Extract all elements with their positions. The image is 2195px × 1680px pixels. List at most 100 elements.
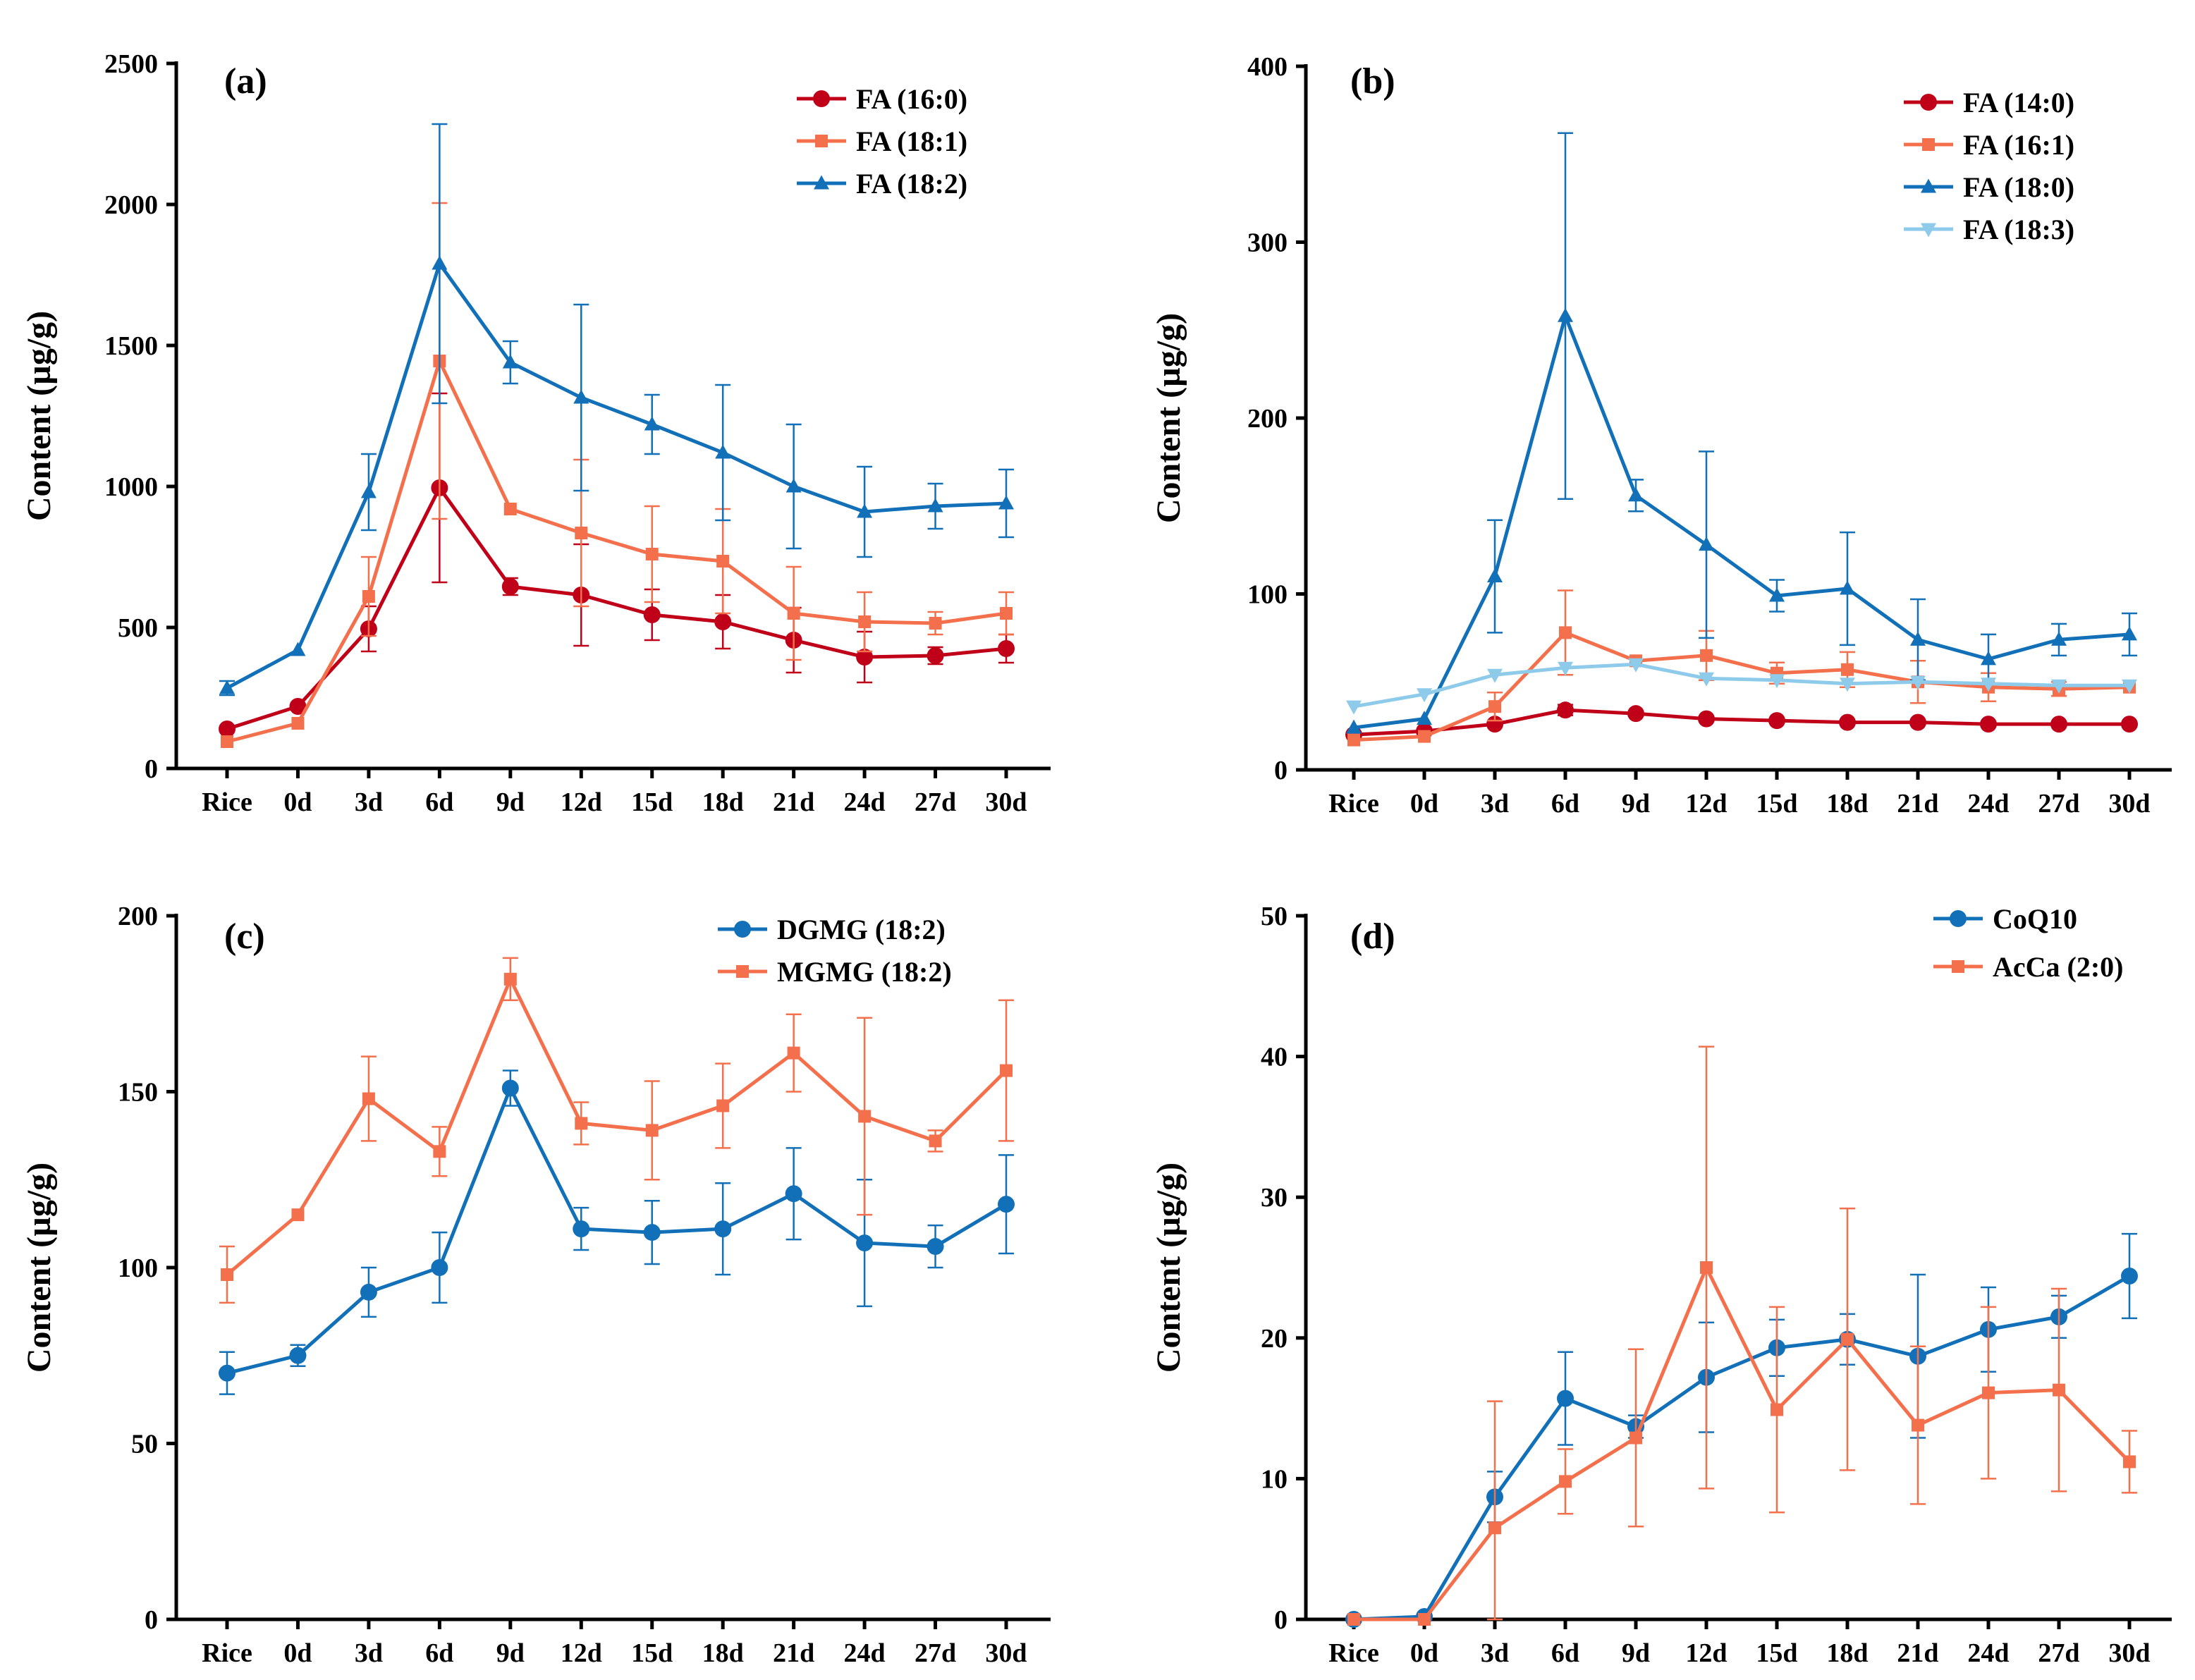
data-point <box>715 444 731 459</box>
x-tick-label: 3d <box>355 1638 383 1668</box>
data-point <box>787 1046 800 1060</box>
y-tick-label: 2500 <box>104 49 158 79</box>
data-point <box>1347 733 1360 747</box>
data-point <box>291 1208 305 1222</box>
x-tick-label: 27d <box>915 787 956 817</box>
y-tick-label: 20 <box>1261 1324 1288 1354</box>
y-tick-label: 500 <box>118 613 158 643</box>
data-point <box>1417 688 1432 703</box>
panel-label: (c) <box>224 916 265 957</box>
data-point <box>575 527 588 539</box>
x-tick-label: 0d <box>1410 789 1438 818</box>
x-tick-label: 12d <box>1685 789 1727 818</box>
legend-label: FA (16:0) <box>856 83 967 115</box>
data-point <box>362 590 375 603</box>
data-point <box>998 1196 1015 1213</box>
x-tick-label: Rice <box>1328 789 1379 818</box>
x-tick-label: 3d <box>1481 1638 1509 1668</box>
x-tick-label: 6d <box>425 1638 453 1668</box>
data-point <box>573 389 589 404</box>
x-tick-label: 3d <box>1481 789 1509 818</box>
legend-label: FA (14:0) <box>1963 87 2074 118</box>
x-tick-label: 9d <box>496 1638 525 1668</box>
data-point <box>644 416 660 431</box>
x-tick-label: 0d <box>1410 1638 1438 1668</box>
data-point <box>856 1234 874 1252</box>
data-point <box>858 1110 872 1123</box>
data-point <box>1559 626 1572 639</box>
data-point <box>1558 307 1573 322</box>
x-tick-label: 24d <box>844 787 886 817</box>
x-tick-label: 18d <box>1826 789 1868 818</box>
data-point <box>219 680 235 694</box>
x-tick-label: 15d <box>631 787 673 817</box>
series-dgmg-18-2 <box>219 1069 1015 1395</box>
x-tick-label: 15d <box>1756 789 1797 818</box>
chart-panel-4: 0 10 20 30 40 50 Rice 0d 3d 6d 9d 12d 15d 18d 21d 24d 27… <box>1150 902 2172 1668</box>
data-point <box>1768 712 1785 730</box>
legend-entry: FA (18:2) <box>797 168 967 200</box>
legend-marker <box>814 175 829 190</box>
y-tick-label: 100 <box>118 1253 158 1283</box>
x-tick-label: 12d <box>561 787 602 817</box>
data-point <box>2122 679 2137 694</box>
data-point <box>929 617 942 630</box>
legend-marker <box>1921 178 1936 193</box>
series-line <box>226 974 1008 1276</box>
legend-marker <box>1920 94 1937 111</box>
data-point <box>1346 700 1362 715</box>
series-line <box>1353 662 2129 709</box>
series-fa-16-0 <box>219 392 1015 737</box>
series-acca-2-0 <box>1347 1046 2137 1626</box>
x-tick-label: 18d <box>702 787 744 817</box>
data-point <box>2121 1267 2138 1284</box>
data-point <box>1557 701 1574 719</box>
data-point <box>1769 587 1785 602</box>
data-point <box>2123 1455 2136 1469</box>
legend-entry: FA (18:1) <box>797 125 967 157</box>
y-tick-label: 200 <box>118 902 158 931</box>
data-point <box>1981 651 1996 666</box>
series-fa-18-2 <box>219 123 1014 697</box>
x-tick-label: 6d <box>1551 789 1579 818</box>
legend-entry: FA (18:0) <box>1904 171 2074 203</box>
x-tick-label: 6d <box>425 787 453 817</box>
series-line <box>1353 1274 2131 1621</box>
data-point <box>1346 719 1362 734</box>
data-point <box>360 1283 377 1301</box>
series-mgmg-18-2 <box>219 957 1014 1304</box>
legend-marker <box>815 135 828 147</box>
legend-label: FA (18:3) <box>1963 214 2074 245</box>
x-tick-label: 0d <box>283 1638 312 1668</box>
data-point <box>1839 713 1856 731</box>
data-point <box>927 1238 944 1256</box>
data-point <box>856 649 874 666</box>
data-point <box>2050 716 2067 733</box>
data-point <box>785 478 802 493</box>
data-point <box>1980 716 1997 733</box>
y-tick-label: 2000 <box>104 190 158 220</box>
data-point <box>1418 730 1431 743</box>
legend-entry: DGMG (18:2) <box>718 914 946 945</box>
data-point <box>1630 1431 1642 1445</box>
legend-label: FA (16:1) <box>1963 129 2074 161</box>
series-fa-16-1 <box>1347 589 2136 747</box>
legend-marker <box>1921 223 1936 238</box>
data-point <box>1628 658 1644 673</box>
data-point <box>643 606 661 623</box>
y-axis-title: Content (µg/g) <box>20 311 58 521</box>
data-point <box>1841 663 1854 676</box>
y-tick-label: 50 <box>131 1430 158 1459</box>
y-tick-label: 100 <box>1247 580 1288 610</box>
y-tick-label: 10 <box>1261 1464 1288 1494</box>
data-point <box>1769 674 1785 689</box>
data-point <box>1700 1261 1713 1274</box>
legend-label: FA (18:2) <box>856 168 967 200</box>
series-line <box>1354 1263 2131 1621</box>
legend-label: DGMG (18:2) <box>777 914 946 945</box>
x-tick-label: 6d <box>1551 1638 1579 1668</box>
data-point <box>1841 1332 1854 1346</box>
series-fa-18-0 <box>1346 132 2137 734</box>
x-tick-label: Rice <box>202 1638 252 1668</box>
legend-label: FA (18:1) <box>856 125 967 157</box>
